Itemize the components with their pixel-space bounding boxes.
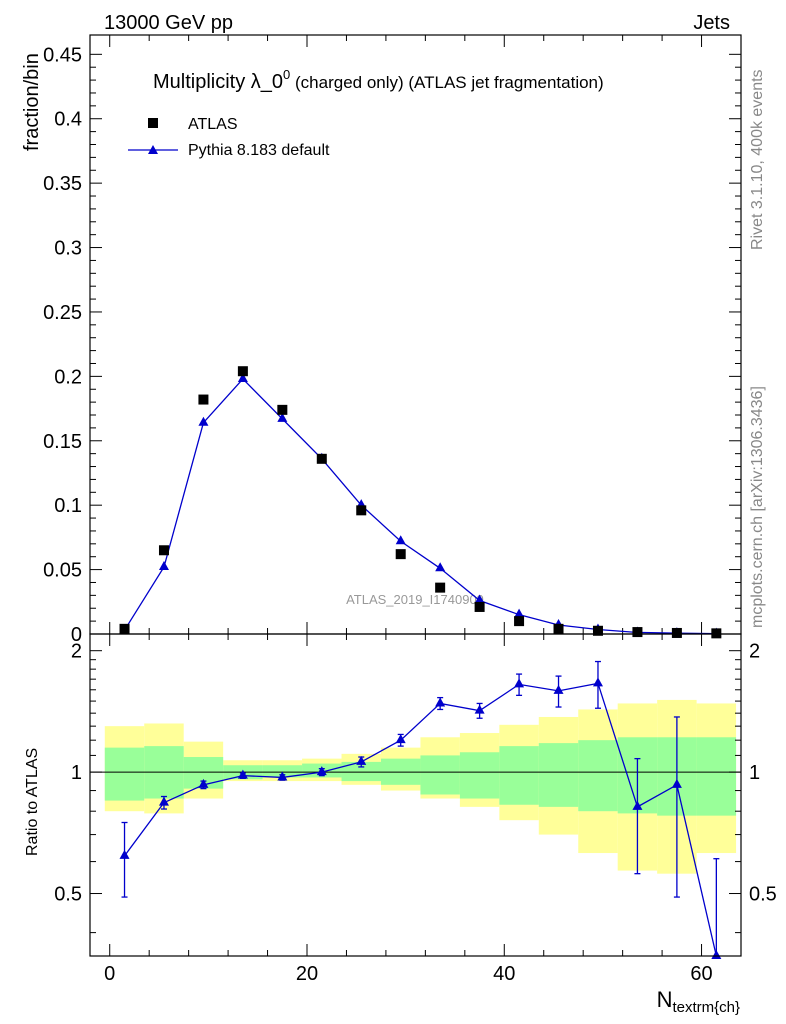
y-tick-label: 0.1 <box>54 495 82 517</box>
y-tick-label: 0.25 <box>43 302 82 324</box>
ratio-y-tick-label: 0.5 <box>54 884 82 906</box>
ratio-y-axis-label: Ratio to ATLAS <box>24 748 41 856</box>
y-tick-label: 0.45 <box>43 44 82 66</box>
main-title: Multiplicity λ_00 (charged only) (ATLAS … <box>153 67 604 93</box>
ratio-point <box>553 684 564 694</box>
data-point <box>237 366 248 377</box>
data-point <box>395 549 406 560</box>
data-point <box>356 505 367 516</box>
mc-point <box>435 562 446 572</box>
ratio-y-tick-label: 1 <box>71 762 82 784</box>
ratio-point <box>119 849 130 859</box>
mc-point <box>395 535 406 545</box>
y-tick-label: 0.15 <box>43 431 82 453</box>
x-axis-label: Ntextrm{ch} <box>657 987 740 1016</box>
ratio-frame <box>89 633 742 957</box>
ratio-y-tick-label-right: 0.5 <box>749 884 777 906</box>
mc-point <box>158 561 169 571</box>
ratio-y-tick-label-right: 1 <box>749 762 760 784</box>
uncertainty-band-inner <box>696 737 737 816</box>
legend-atlas-label: ATLAS <box>188 116 238 133</box>
data-point <box>553 623 564 634</box>
mcplots-label: mcplots.cern.ch [arXiv:1306.3436] <box>749 386 766 628</box>
ratio-point <box>237 769 248 779</box>
data-point <box>119 623 130 634</box>
title-main: Multiplicity λ_0 <box>153 71 283 93</box>
watermark: ATLAS_2019_I1740909 <box>346 592 484 607</box>
data-point <box>711 628 722 639</box>
ratio-series-line <box>124 682 717 957</box>
ratio-point <box>158 796 169 806</box>
y-tick-label: 0.2 <box>54 366 82 388</box>
x-tick-label: 20 <box>296 963 318 985</box>
ratio-panel: 0.5 0.51 12 20 20 40 60 Ratio to ATLAS Ntextrm… <box>24 633 777 1016</box>
legend: ATLAS Pythia 8.183 default <box>128 116 330 159</box>
mc-point <box>474 594 485 604</box>
x-axis-main: N <box>657 987 673 1012</box>
jets-label: Jets <box>693 12 730 34</box>
data-point <box>158 545 169 556</box>
data-point <box>277 404 288 415</box>
x-tick-label: 60 <box>690 963 712 985</box>
mc-point <box>277 412 288 422</box>
mc-point <box>237 372 248 382</box>
ratio-y-tick-label: 2 <box>71 641 82 663</box>
ratio-point <box>395 734 406 744</box>
y-tick-label: 0.3 <box>54 238 82 260</box>
mc-point <box>198 416 209 426</box>
ratio-point <box>277 771 288 781</box>
ratio-y-tick-label-right: 2 <box>749 641 760 663</box>
energy-label: 13000 GeV pp <box>104 12 233 34</box>
ratio-point <box>316 766 327 776</box>
y-tick-label: 0.4 <box>54 109 82 131</box>
ratio-point <box>514 678 525 688</box>
uncertainty-band-inner <box>104 747 145 801</box>
ratio-point <box>198 778 209 788</box>
title-rest: (charged only) (ATLAS jet fragmentation) <box>290 73 603 92</box>
uncertainty-band-inner <box>341 761 381 782</box>
ratio-point <box>592 677 603 687</box>
y-tick-label: 0.05 <box>43 560 82 582</box>
uncertainty-band-inner <box>420 755 460 795</box>
rivet-label: Rivet 3.1.10, 400k events <box>749 69 766 250</box>
uncertainty-band-inner <box>262 765 303 778</box>
data-point <box>435 582 446 593</box>
ratio-point <box>632 800 643 810</box>
ratio-point <box>671 778 682 788</box>
legend-mc-label: Pythia 8.183 default <box>188 142 330 159</box>
x-axis-sub: textrm{ch} <box>672 999 740 1016</box>
y-tick-label: 0.35 <box>43 173 82 195</box>
ratio-point <box>356 755 367 765</box>
mc-series-line <box>123 377 717 635</box>
ratio-point <box>711 950 722 959</box>
data-point <box>198 394 209 405</box>
legend-atlas-marker <box>148 118 158 128</box>
data-point <box>671 627 682 638</box>
uncertainty-band-inner <box>538 743 579 807</box>
uncertainty-band-inner <box>578 740 618 812</box>
y-axis-label: fraction/bin <box>21 53 43 151</box>
uncertainty-band-inner <box>459 752 500 799</box>
x-tick-label: 40 <box>493 963 515 985</box>
data-point <box>514 616 525 627</box>
legend-mc-marker <box>148 145 158 154</box>
data-point <box>474 601 485 612</box>
uncertainty-band-inner <box>499 746 539 805</box>
title-sup: 0 <box>283 67 290 82</box>
mc-point <box>514 608 525 618</box>
data-point <box>592 625 603 636</box>
data-point <box>316 453 327 464</box>
data-point <box>632 627 643 638</box>
x-tick-label: 0 <box>104 963 115 985</box>
ratio-point <box>435 697 446 707</box>
main-panel: 0 0.05 0.1 0.15 0.2 0.25 0.3 0.35 0.4 0.45 ATLAS_… <box>21 34 742 646</box>
y-tick-label: 0 <box>71 624 82 646</box>
ratio-point <box>474 704 485 714</box>
